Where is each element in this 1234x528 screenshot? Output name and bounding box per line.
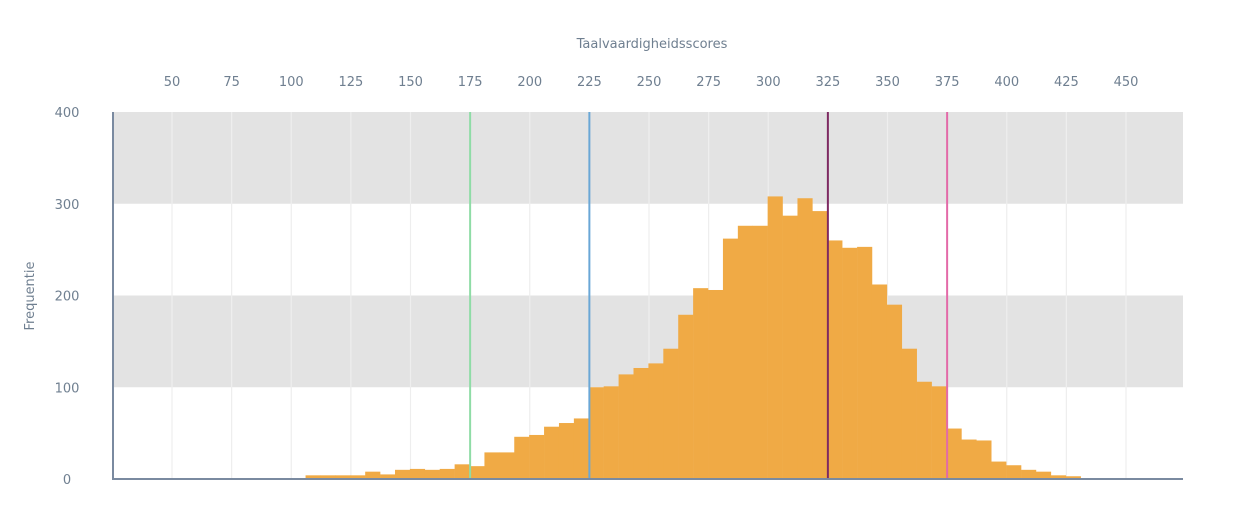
histogram-bar [499, 452, 515, 479]
histogram-bar [394, 469, 411, 479]
histogram-bar [827, 240, 843, 479]
histogram-bar [722, 238, 739, 479]
x-tick-label: 375 [935, 75, 960, 90]
histogram-bar [573, 418, 590, 479]
histogram-bar [901, 348, 917, 479]
histogram-bar [424, 469, 440, 479]
histogram-bar [648, 363, 664, 479]
y-tick-label: 400 [55, 106, 80, 121]
x-tick-label: 275 [696, 75, 721, 90]
histogram-bar [618, 374, 634, 479]
histogram-bar [708, 289, 724, 479]
x-tick-label: 175 [458, 75, 483, 90]
histogram-bar [946, 428, 962, 479]
histogram-bar [469, 466, 485, 479]
histogram-bar [350, 475, 366, 479]
axes [112, 112, 1183, 480]
histogram-bar [842, 247, 858, 479]
histogram-bar [812, 211, 828, 479]
reference-lines [469, 112, 949, 479]
y-tick-labels: 0 100 200 300 400 [55, 106, 80, 488]
grid-band [113, 112, 1183, 204]
x-tick-labels: 50 75 100 125 150 175 200 225 250 275 300 325 350 375… [164, 75, 1139, 90]
x-tick-label: 200 [517, 75, 542, 90]
histogram-bar [871, 284, 888, 479]
histogram-bar [782, 215, 798, 480]
histogram-bar [767, 196, 783, 479]
y-tick-label: 300 [55, 198, 80, 213]
histogram-bar [365, 471, 381, 479]
histogram-bar [886, 304, 903, 479]
histogram-bar [558, 423, 575, 479]
histogram-bar [797, 198, 813, 479]
histogram-bar [633, 367, 649, 479]
histogram-bar [544, 426, 560, 479]
histogram-bar [678, 314, 694, 479]
y-axis-title: Frequentie [23, 261, 38, 330]
histogram-bar [514, 436, 530, 479]
histogram-bar [603, 386, 619, 479]
histogram-bar [1065, 476, 1081, 479]
histogram-bar [976, 440, 992, 479]
x-tick-label: 300 [756, 75, 781, 90]
histogram-bar [409, 468, 426, 479]
y-tick-label: 0 [63, 473, 71, 488]
histogram-bar [857, 246, 873, 479]
histogram-bar [752, 225, 768, 479]
x-tick-label: 350 [875, 75, 900, 90]
histogram-bar [737, 225, 753, 479]
y-tick-label: 200 [55, 290, 80, 305]
histogram-bar [484, 452, 500, 479]
histogram-bar [1035, 471, 1052, 479]
histogram-bar [380, 474, 396, 479]
x-tick-label: 425 [1054, 75, 1079, 90]
x-tick-label: 125 [338, 75, 363, 90]
histogram-bar [588, 387, 604, 479]
histogram-bar [693, 288, 709, 479]
x-tick-label: 250 [637, 75, 662, 90]
histogram-bar [454, 464, 470, 479]
histogram-bar [991, 461, 1007, 479]
histogram-bar [305, 475, 321, 479]
x-tick-label: 75 [223, 75, 240, 90]
histogram-bar [335, 475, 351, 479]
x-tick-label: 50 [164, 75, 181, 90]
histogram-bar [663, 348, 679, 479]
histogram-bars [305, 196, 1096, 480]
histogram-bar [320, 475, 336, 479]
histogram-bar [529, 434, 545, 479]
histogram-bar [961, 439, 977, 479]
histogram-bar [931, 386, 947, 479]
histogram-bar [1050, 475, 1067, 479]
x-tick-label: 100 [279, 75, 304, 90]
x-tick-label: 450 [1114, 75, 1139, 90]
histogram-bar [439, 468, 455, 479]
grid-band [113, 203, 1183, 296]
x-tick-label: 400 [994, 75, 1019, 90]
histogram-bar [1021, 469, 1037, 479]
x-axis-title: Taalvaardigheidsscores [576, 37, 728, 52]
histogram-bar [916, 381, 932, 479]
x-tick-label: 225 [577, 75, 602, 90]
histogram-bar [1006, 465, 1022, 479]
y-tick-label: 100 [55, 381, 80, 396]
x-tick-label: 150 [398, 75, 423, 90]
x-tick-label: 325 [815, 75, 840, 90]
